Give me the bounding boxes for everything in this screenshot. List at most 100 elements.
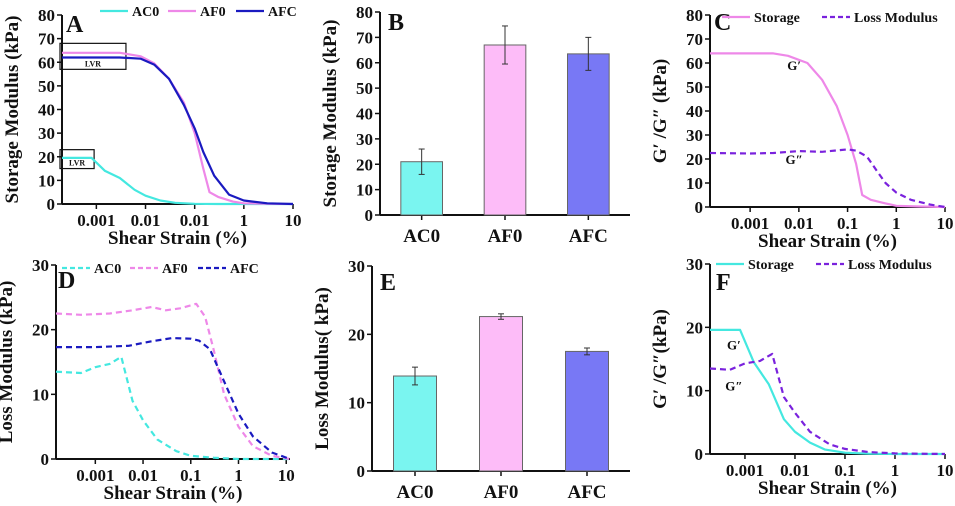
x-tick-label: 0.01 bbox=[784, 214, 814, 233]
panel-a: 0 10 20 30 40 50 60 70 80 0.001 0.01 0.01 1 10 Storage… bbox=[2, 5, 302, 249]
legend-label: Loss Modulus bbox=[854, 11, 938, 26]
x-tick-label: 10 bbox=[278, 466, 295, 485]
series-line-ac0 bbox=[62, 156, 293, 206]
series-line-storage bbox=[710, 52, 946, 209]
y-tick-label: 30 bbox=[686, 126, 703, 145]
y-axis-title: Storage Modulus (kPa) bbox=[320, 20, 341, 208]
y-tick-label: 40 bbox=[686, 102, 703, 121]
y-tick-label: 30 bbox=[348, 257, 365, 276]
panel-letter: E bbox=[380, 270, 396, 296]
y-tick-label: 10 bbox=[348, 394, 365, 413]
x-axis-title: Shear Strain (%) bbox=[758, 478, 897, 499]
panel-b: 0 10 20 30 40 50 60 70 80 Storage Modulus (kPa) B A… bbox=[320, 3, 630, 247]
y-tick-label: 20 bbox=[356, 155, 373, 174]
panel-f: 0 10 20 30 0.001 0.01 0.1 1 10 G′ /G″(kPa) F Shear … bbox=[650, 255, 954, 499]
x-tick-label: 0.01 bbox=[180, 211, 210, 230]
legend-label: Storage bbox=[748, 258, 794, 273]
curve-annotation: G′ bbox=[727, 338, 741, 353]
y-tick-label: 0 bbox=[695, 198, 704, 217]
x-tick-label: 0.001 bbox=[77, 211, 115, 230]
panel-letter: B bbox=[388, 10, 404, 36]
series-line-af0 bbox=[62, 51, 294, 206]
y-tick-label: 0 bbox=[357, 462, 366, 481]
y-tick-label: 0 bbox=[695, 445, 704, 464]
x-tick-label: 0.001 bbox=[731, 214, 769, 233]
y-tick-label: 60 bbox=[686, 54, 703, 73]
x-category-label: AF0 bbox=[484, 482, 519, 503]
y-tick-label: 50 bbox=[356, 79, 373, 98]
x-tick-label: 10 bbox=[285, 211, 302, 230]
panel-c: 0 10 20 30 40 50 60 70 80 0.001 0.01 0.1 1 10 G′ /G″ (… bbox=[650, 6, 954, 252]
bar-af0 bbox=[479, 316, 523, 472]
y-tick-label: 20 bbox=[348, 325, 365, 344]
legend-label: Loss Modulus bbox=[848, 258, 932, 273]
y-tick-label: 20 bbox=[686, 150, 703, 169]
legend-item: Storage bbox=[722, 11, 800, 26]
axes: 0 10 20 30 40 50 60 70 80 0.001 0.01 0.01 1 10 bbox=[38, 6, 302, 230]
x-tick-label: 0.01 bbox=[780, 461, 810, 480]
x-axis-title: Shear Strain (%) bbox=[108, 228, 247, 249]
curve-annotation: G″ bbox=[785, 152, 802, 167]
y-tick-label: 50 bbox=[38, 77, 55, 96]
panel-e: 0 10 20 30 Loss Modulus( kPa) E AC0 AF0 AFC bbox=[312, 257, 630, 503]
y-tick-label: 40 bbox=[38, 101, 55, 120]
y-tick-label: 10 bbox=[32, 385, 49, 404]
legend: Storage Loss Modulus bbox=[722, 11, 938, 26]
bar-af0 bbox=[483, 44, 527, 216]
bar-afc bbox=[565, 350, 609, 472]
bar-ac0 bbox=[393, 375, 437, 472]
legend: AC0 AF0 AFC bbox=[100, 5, 297, 20]
legend-label: AFC bbox=[268, 5, 297, 20]
series-line-afc bbox=[56, 337, 291, 461]
y-tick-label: 70 bbox=[38, 30, 55, 49]
y-tick-label: 0 bbox=[47, 195, 56, 214]
y-axis-title: Loss Modulus (kPa) bbox=[0, 281, 17, 444]
y-tick-label: 80 bbox=[356, 3, 373, 22]
legend-item: Loss Modulus bbox=[822, 11, 938, 26]
y-tick-label: 20 bbox=[38, 148, 55, 167]
y-tick-label: 30 bbox=[32, 256, 49, 275]
panel-letter: F bbox=[716, 270, 731, 296]
legend-item: Storage bbox=[716, 258, 794, 273]
legend-label: AF0 bbox=[200, 5, 226, 20]
legend-label: AC0 bbox=[94, 262, 121, 277]
y-axis-title: G′ /G″(kPa) bbox=[650, 309, 671, 409]
legend-item: AC0 bbox=[62, 262, 121, 277]
y-tick-label: 60 bbox=[38, 53, 55, 72]
x-tick-label: 1 bbox=[891, 461, 900, 480]
y-tick-label: 0 bbox=[365, 206, 374, 225]
x-category-label: AFC bbox=[567, 482, 606, 503]
y-axis-title: Storage Modulus (kPa) bbox=[2, 16, 23, 204]
y-axis-title: G′ /G″ (kPa) bbox=[650, 59, 671, 164]
legend-label: AFC bbox=[230, 262, 259, 277]
axes: 0 10 20 30 40 50 60 70 80 0.001 0.01 0.1 1 10 bbox=[686, 6, 954, 233]
legend-label: AC0 bbox=[132, 5, 159, 20]
x-tick-label: 1 bbox=[240, 211, 249, 230]
x-tick-label: 0.001 bbox=[726, 461, 764, 480]
series-line-storage bbox=[710, 328, 945, 456]
lvr-label: LVR bbox=[85, 59, 101, 68]
x-axis-title: Shear Strain (%) bbox=[758, 231, 897, 252]
curve-annotation: G″ bbox=[725, 379, 742, 394]
x-tick-label: 0.1 bbox=[837, 214, 858, 233]
lvr-box bbox=[59, 42, 127, 70]
y-tick-label: 10 bbox=[356, 181, 373, 200]
legend-item: AFC bbox=[198, 262, 259, 277]
x-tick-label: 10 bbox=[937, 214, 954, 233]
legend: AC0 AF0 AFC bbox=[62, 262, 259, 277]
x-tick-label: 0.01 bbox=[128, 466, 158, 485]
y-tick-label: 20 bbox=[32, 321, 49, 340]
x-category-label: AC0 bbox=[397, 482, 434, 503]
panel-letter: C bbox=[714, 10, 731, 36]
y-tick-label: 60 bbox=[356, 54, 373, 73]
y-tick-label: 10 bbox=[686, 174, 703, 193]
y-tick-label: 80 bbox=[38, 6, 55, 25]
y-tick-label: 30 bbox=[356, 130, 373, 149]
lvr-label: LVR bbox=[69, 159, 85, 168]
y-tick-label: 50 bbox=[686, 78, 703, 97]
legend-label: AF0 bbox=[162, 262, 188, 277]
series-line-afc bbox=[62, 56, 294, 206]
panel-letter: D bbox=[58, 268, 75, 294]
x-tick-label: 1 bbox=[234, 466, 243, 485]
